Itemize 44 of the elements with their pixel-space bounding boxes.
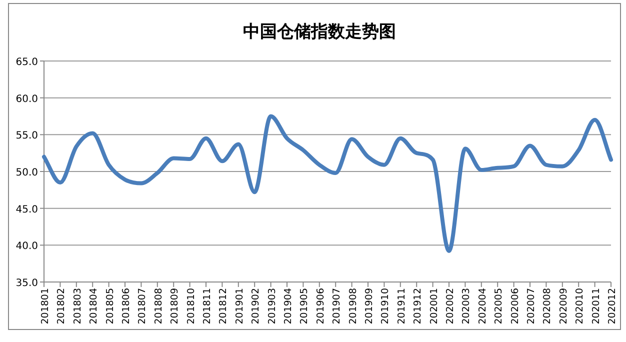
x-tick-label: 201811 (202, 288, 213, 324)
y-tick-label: 45.0 (16, 204, 38, 216)
x-tick-label: 202006 (510, 288, 521, 324)
x-tick-label: 202011 (590, 288, 602, 324)
x-tick-label: 202001 (428, 288, 440, 324)
x-tick-label: 201802 (56, 288, 68, 324)
x-tick-label: 202009 (558, 288, 570, 324)
x-tick-label: 202007 (526, 288, 537, 324)
x-tick-label: 201906 (315, 288, 326, 324)
x-tick-label: 202004 (477, 288, 488, 324)
x-tick-label: 201904 (283, 288, 294, 324)
x-tick-label: 201808 (153, 288, 164, 324)
y-tick-label: 50.0 (16, 168, 38, 178)
x-tick-label: 202010 (574, 288, 586, 324)
x-tick-label: 201911 (396, 288, 408, 324)
y-tick-label: 35.0 (16, 278, 38, 289)
x-tick-label: 201810 (186, 288, 197, 324)
x-tick-label: 202005 (494, 288, 505, 324)
x-tick-label: 201901 (234, 288, 246, 324)
x-tick-label: 201909 (364, 288, 375, 324)
x-tick-label: 202003 (461, 288, 472, 324)
y-tick-label: 65.0 (16, 57, 38, 68)
x-tick-label: 201806 (121, 288, 132, 324)
title: 中国仓储指数走势图 (243, 22, 396, 42)
x-tick-label: 201812 (218, 288, 230, 324)
x-tick-label: 201803 (72, 288, 84, 324)
y-tick-label: 40.0 (16, 241, 38, 252)
x-tick-label: 201903 (266, 288, 278, 324)
y-tick-label: 55.0 (16, 130, 38, 142)
x-tick-label: 201807 (137, 288, 148, 324)
x-tick-label: 201905 (299, 288, 310, 324)
x-tick-label: 201804 (88, 288, 100, 324)
x-tick-label: 201801 (40, 288, 51, 324)
x-tick-label: 201902 (250, 288, 262, 324)
x-tick-label: 201805 (104, 288, 116, 324)
x-tick-label: 201907 (332, 288, 343, 324)
x-tick-label: 201910 (380, 288, 392, 324)
x-tick-label: 202012 (607, 288, 618, 324)
x-tick-label: 201809 (170, 288, 181, 324)
x-tick-label: 201908 (348, 288, 359, 324)
x-tick-label: 202002 (445, 288, 456, 324)
x-tick-label: 202008 (542, 288, 554, 324)
y-tick-label: 60.0 (16, 94, 38, 105)
x-tick-label: 201912 (412, 288, 424, 324)
